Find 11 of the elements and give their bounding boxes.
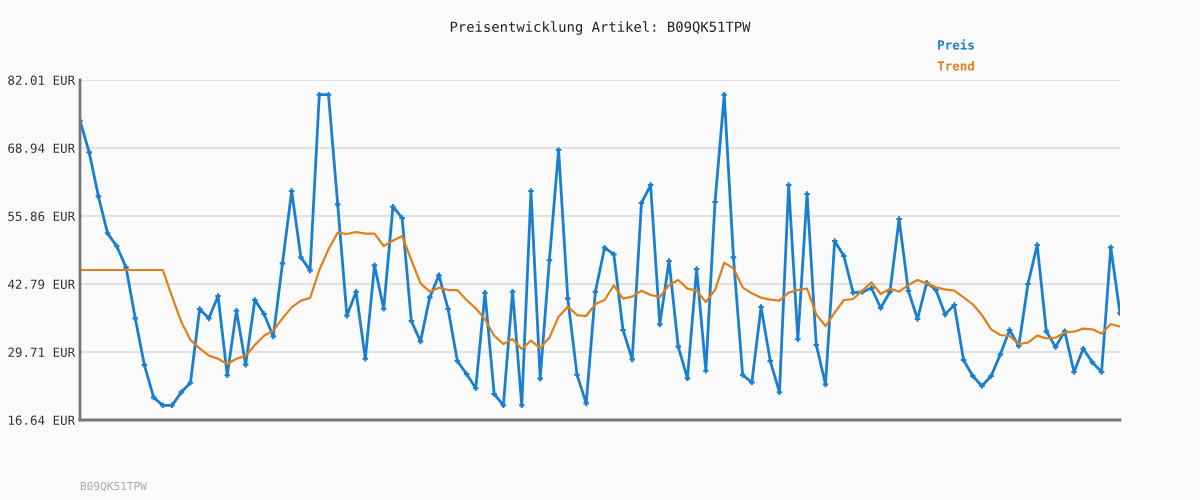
y-tick-label: 42.79 EUR bbox=[8, 279, 76, 289]
text: Preis bbox=[938, 39, 974, 50]
text: B09QK51TPW bbox=[80, 481, 147, 492]
text: Trend bbox=[937, 60, 974, 71]
y-tick-label: 82.01 EUR bbox=[8, 75, 76, 85]
y-tick-label: 29.71 EUR bbox=[8, 347, 76, 357]
line-series bbox=[80, 230, 1120, 366]
chart-title: Preisentwicklung Artikel: B09QK51TPW bbox=[450, 21, 751, 35]
y-tick-label: 68.94 EUR bbox=[8, 143, 76, 153]
y-tick-label: 55.86 EUR bbox=[8, 211, 76, 221]
y-tick-label: 16.64 EUR bbox=[8, 415, 76, 425]
